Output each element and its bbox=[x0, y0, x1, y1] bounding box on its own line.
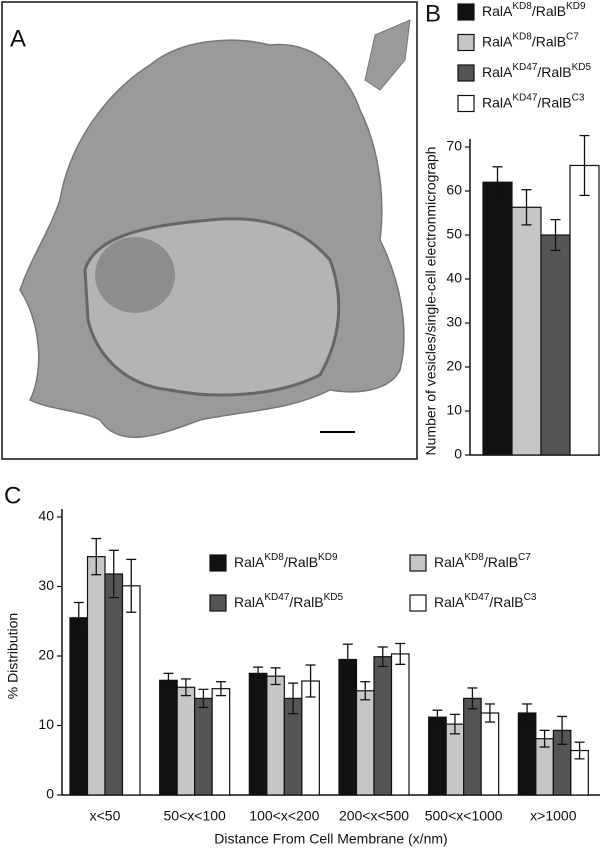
error-bar bbox=[288, 682, 299, 715]
y-axis-label: Number of vesicles/single-cell electronm… bbox=[423, 147, 439, 456]
error-bar bbox=[342, 643, 353, 676]
legend-label: RalAKD47/RalBC3 bbox=[434, 592, 537, 610]
y-tick-label: 40 bbox=[446, 270, 462, 286]
legend-swatch bbox=[209, 554, 227, 572]
y-tick-label: 10 bbox=[446, 402, 462, 418]
error-bar bbox=[270, 667, 281, 686]
y-tick-label: 60 bbox=[446, 182, 462, 198]
y-tick-label: 0 bbox=[46, 786, 54, 802]
y-tick-label: 20 bbox=[38, 647, 54, 663]
bar bbox=[301, 680, 320, 796]
error-bar bbox=[180, 678, 191, 697]
error-bar bbox=[432, 709, 443, 725]
x-tick-label: x>1000 bbox=[530, 808, 577, 824]
y-tick-label: 20 bbox=[446, 358, 462, 374]
error-bar bbox=[484, 703, 495, 723]
y-axis-label: % Distribution bbox=[5, 613, 21, 699]
bar bbox=[390, 653, 410, 796]
bar bbox=[540, 234, 571, 456]
panel-label: C bbox=[4, 482, 21, 509]
error-bar bbox=[522, 703, 533, 723]
x-tick-label: 500<x<1000 bbox=[425, 808, 503, 824]
error-bar bbox=[163, 672, 174, 688]
y-tick-label: 10 bbox=[38, 716, 54, 732]
bar bbox=[511, 206, 542, 456]
error-bar bbox=[449, 713, 460, 735]
bar bbox=[121, 585, 141, 796]
legend-label: RalAKD47/RalBC3 bbox=[482, 93, 585, 111]
legend-label: RalAKD47/RalBKD5 bbox=[234, 592, 344, 610]
bar bbox=[517, 712, 537, 796]
legend-label: RalAKD8/RalBC7 bbox=[482, 32, 579, 50]
legend-swatch bbox=[457, 64, 475, 82]
bar bbox=[159, 679, 178, 796]
legend-label: RalAKD8/RalBKD9 bbox=[234, 552, 338, 570]
legend-swatch bbox=[457, 94, 475, 113]
bar bbox=[569, 164, 600, 456]
error-bar bbox=[91, 537, 102, 576]
bar bbox=[355, 690, 375, 796]
micrograph bbox=[19, 19, 411, 439]
bar bbox=[104, 573, 124, 796]
x-axis-label: Distance From Cell Membrane (x/nm) bbox=[214, 831, 447, 847]
legend-swatch bbox=[457, 3, 475, 21]
bar bbox=[463, 697, 482, 796]
bar bbox=[482, 181, 513, 456]
panel-label: B bbox=[425, 0, 441, 27]
error-bar bbox=[579, 134, 590, 197]
error-bar bbox=[198, 688, 209, 709]
panel-label: A bbox=[10, 25, 26, 52]
error-bar bbox=[492, 166, 503, 199]
bar bbox=[480, 712, 500, 796]
bar bbox=[445, 723, 465, 796]
bar bbox=[248, 672, 268, 796]
legend-swatch bbox=[409, 594, 427, 612]
error-bar bbox=[305, 664, 316, 698]
legend-swatch bbox=[209, 594, 227, 612]
y-tick-label: 0 bbox=[454, 446, 462, 462]
error-bar bbox=[126, 558, 137, 613]
error-bar bbox=[539, 729, 550, 748]
bar bbox=[86, 556, 106, 796]
error-bar bbox=[253, 666, 264, 681]
y-tick-label: 50 bbox=[446, 226, 462, 242]
bar bbox=[69, 617, 89, 796]
bar bbox=[428, 716, 447, 796]
y-tick-label: 30 bbox=[446, 314, 462, 330]
bar bbox=[194, 697, 213, 796]
error-bar bbox=[557, 715, 568, 745]
legend-label: RalAKD47/RalBKD5 bbox=[482, 62, 592, 80]
legend-label: RalAKD8/RalBKD9 bbox=[482, 1, 586, 19]
error-bar bbox=[377, 646, 388, 668]
legend-swatch bbox=[457, 33, 475, 52]
error-bar bbox=[467, 687, 478, 710]
bar bbox=[211, 688, 231, 796]
error-bar bbox=[108, 549, 119, 599]
y-tick-label: 30 bbox=[38, 577, 54, 593]
error-bar bbox=[360, 681, 371, 701]
x-tick-label: 100<x<200 bbox=[249, 808, 319, 824]
bar bbox=[266, 675, 285, 796]
x-tick-label: 50<x<100 bbox=[164, 808, 226, 824]
legend-swatch bbox=[409, 554, 427, 572]
error-bar bbox=[395, 642, 406, 665]
legend-label: RalAKD8/RalBC7 bbox=[434, 552, 531, 570]
bar bbox=[338, 658, 358, 796]
x-tick-label: 200<x<500 bbox=[339, 808, 409, 824]
error-bar bbox=[73, 601, 84, 634]
bar bbox=[373, 656, 393, 796]
error-bar bbox=[550, 218, 561, 252]
error-bar bbox=[521, 189, 532, 226]
y-tick-label: 70 bbox=[446, 138, 462, 154]
error-bar bbox=[574, 741, 585, 760]
x-tick-label: x<50 bbox=[90, 808, 121, 824]
bar bbox=[176, 686, 196, 796]
y-tick-label: 40 bbox=[38, 508, 54, 524]
error-bar bbox=[215, 681, 226, 697]
